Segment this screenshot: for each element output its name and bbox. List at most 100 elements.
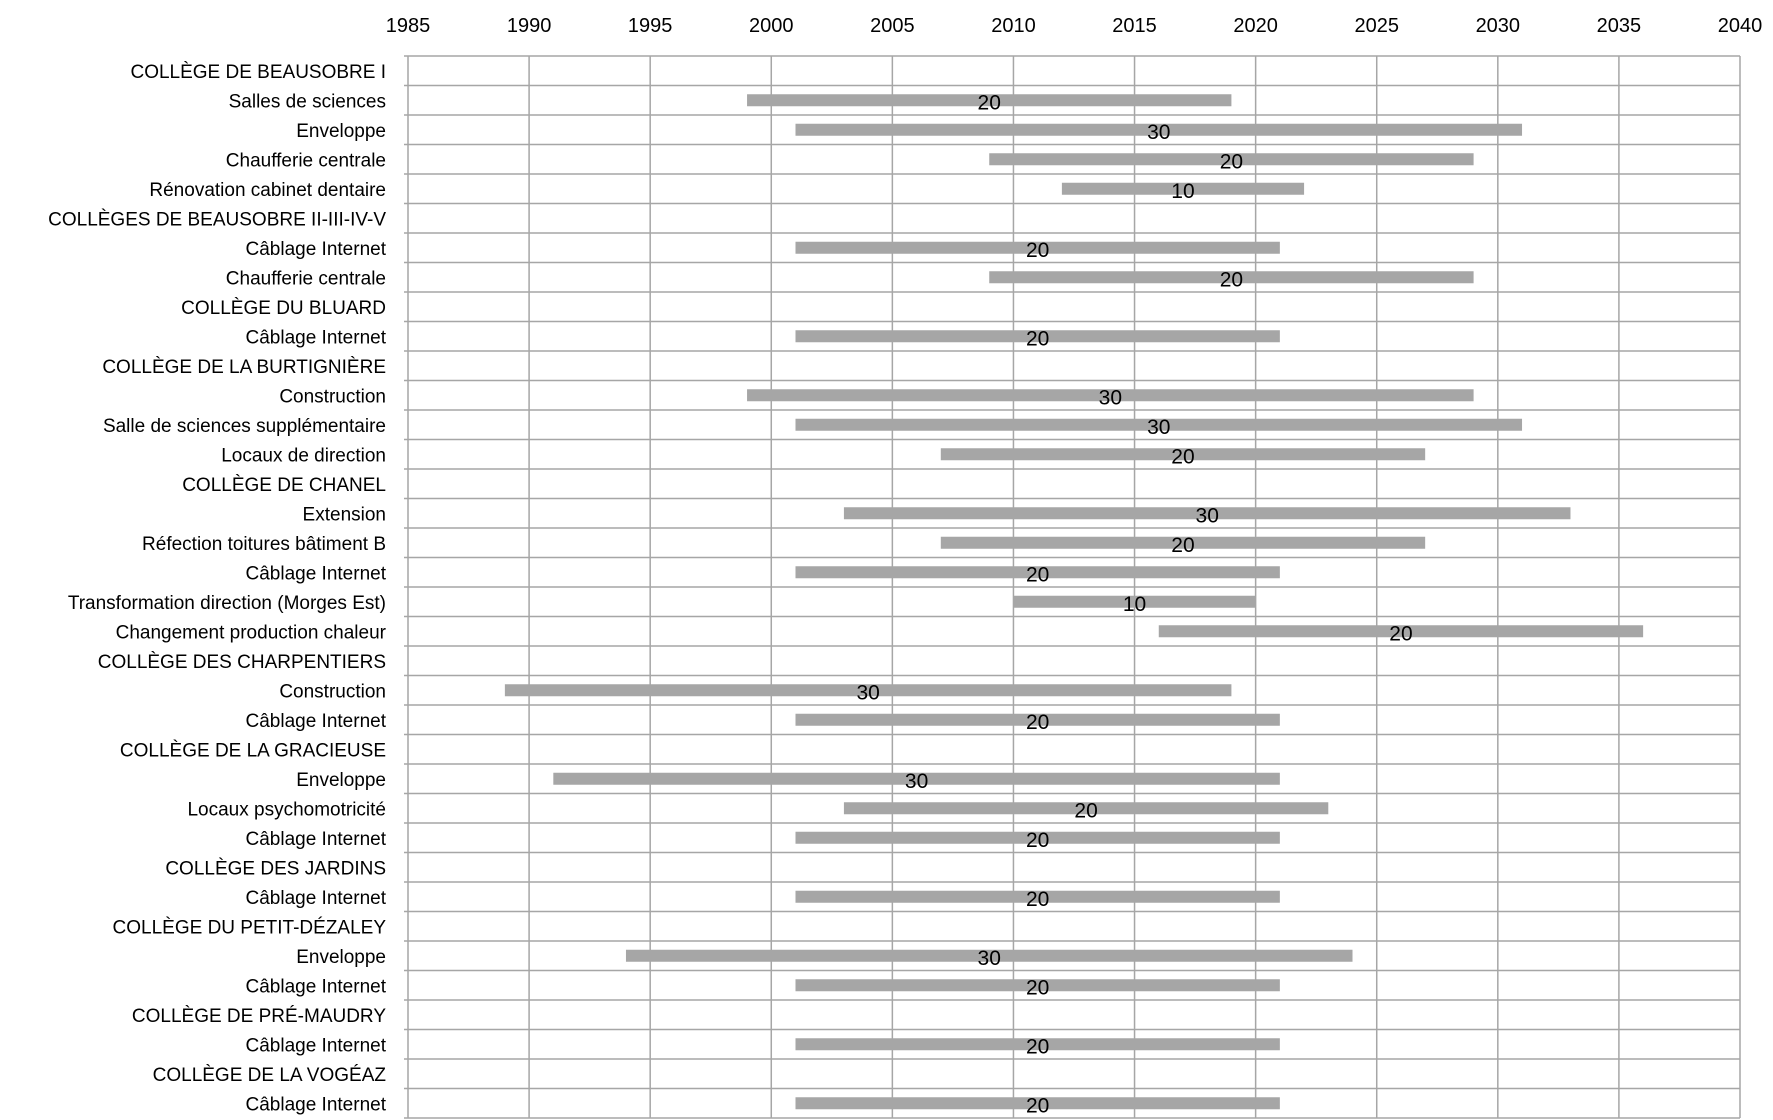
range-bar bbox=[795, 1038, 1280, 1051]
range-bar bbox=[843, 802, 1329, 815]
row-label: Câblage Internet bbox=[246, 829, 387, 850]
row-label: COLLÈGE DU BLUARD bbox=[181, 298, 386, 319]
x-tick-label: 2020 bbox=[1233, 15, 1278, 37]
bar-value-label: 20 bbox=[1026, 239, 1049, 262]
bar-value-label: 20 bbox=[1171, 445, 1194, 468]
range-bar bbox=[843, 507, 1571, 520]
range-bar bbox=[989, 153, 1474, 166]
row-label: Salles de sciences bbox=[229, 91, 386, 112]
row-label: Changement production chaleur bbox=[116, 622, 387, 643]
bar-value-label: 10 bbox=[1171, 180, 1194, 203]
range-bar bbox=[1158, 625, 1644, 638]
row-label: Câblage Internet bbox=[246, 239, 387, 260]
row-label: Câblage Internet bbox=[246, 1035, 387, 1056]
x-tick-label: 1990 bbox=[507, 15, 552, 37]
row-label: Enveloppe bbox=[296, 947, 386, 968]
bar-value-label: 20 bbox=[1026, 711, 1049, 734]
range-bar bbox=[1061, 182, 1305, 195]
bar-value-label: 20 bbox=[1026, 829, 1049, 852]
bar-value-labels: 2030201020202030302030202010203020302020… bbox=[856, 91, 1412, 1117]
bar-value-label: 20 bbox=[1026, 327, 1049, 350]
row-label: Câblage Internet bbox=[246, 711, 387, 732]
x-tick-label: 1985 bbox=[386, 15, 431, 37]
row-label: Câblage Internet bbox=[246, 976, 387, 997]
x-tick-label: 2005 bbox=[870, 15, 915, 37]
row-label: COLLÈGE DES JARDINS bbox=[165, 858, 386, 879]
range-bar bbox=[553, 772, 1280, 785]
row-label: Construction bbox=[279, 386, 386, 407]
bar-value-label: 20 bbox=[1171, 534, 1194, 557]
range-bar bbox=[795, 418, 1523, 431]
row-label: COLLÈGE DE CHANEL bbox=[182, 475, 386, 496]
row-label: Locaux psychomotricité bbox=[187, 799, 386, 820]
row-label: COLLÈGE DE BEAUSOBRE I bbox=[130, 62, 386, 83]
x-axis-ticks: 1985 1990 1995 2000 2005 2010 2015 2020 2025 2030… bbox=[386, 15, 1763, 37]
row-label: Chaufferie centrale bbox=[226, 268, 386, 289]
row-label: COLLÈGES DE BEAUSOBRE II-III-IV-V bbox=[48, 209, 386, 230]
bar-value-label: 20 bbox=[1220, 150, 1243, 173]
range-bar bbox=[940, 536, 1426, 549]
row-label: COLLÈGE DE LA VOGÉAZ bbox=[153, 1065, 387, 1086]
range-bar bbox=[504, 684, 1232, 697]
x-tick-label: 2040 bbox=[1718, 15, 1763, 37]
range-bar bbox=[795, 566, 1280, 579]
row-label: Câblage Internet bbox=[246, 327, 387, 348]
bar-value-label: 20 bbox=[978, 91, 1001, 114]
bar-value-label: 30 bbox=[978, 947, 1001, 970]
x-tick-label: 2030 bbox=[1476, 15, 1521, 37]
bars bbox=[504, 94, 1644, 1110]
row-label: COLLÈGE DE LA GRACIEUSE bbox=[120, 740, 386, 761]
bar-value-label: 30 bbox=[1196, 504, 1219, 527]
bar-value-label: 20 bbox=[1026, 888, 1049, 911]
range-bar bbox=[795, 979, 1280, 992]
bar-value-label: 30 bbox=[905, 770, 928, 793]
row-label: Enveloppe bbox=[296, 121, 386, 142]
row-label: COLLÈGE DE LA BURTIGNIÈRE bbox=[102, 357, 386, 378]
range-bar bbox=[795, 831, 1280, 844]
x-tick-label: 2000 bbox=[749, 15, 794, 37]
bar-value-label: 20 bbox=[1220, 268, 1243, 291]
row-label: Câblage Internet bbox=[246, 1094, 387, 1115]
range-bar bbox=[795, 713, 1280, 726]
range-bar bbox=[1013, 595, 1256, 608]
bar-value-label: 10 bbox=[1123, 593, 1146, 616]
row-label: Salle de sciences supplémentaire bbox=[103, 416, 386, 437]
bar-value-label: 20 bbox=[1074, 799, 1097, 822]
bar-value-label: 20 bbox=[1026, 976, 1049, 999]
bar-value-label: 30 bbox=[1099, 386, 1122, 409]
row-label: Câblage Internet bbox=[246, 563, 387, 584]
row-label: COLLÈGE DES CHARPENTIERS bbox=[98, 652, 386, 673]
range-bar bbox=[795, 1097, 1280, 1110]
x-tick-label: 2025 bbox=[1354, 15, 1399, 37]
range-bar bbox=[625, 949, 1353, 962]
bar-value-label: 30 bbox=[1147, 121, 1170, 144]
row-label: Locaux de direction bbox=[221, 445, 386, 466]
bar-value-label: 20 bbox=[1026, 1035, 1049, 1058]
range-bar bbox=[795, 123, 1523, 136]
row-label: Chaufferie centrale bbox=[226, 150, 386, 171]
range-bar bbox=[747, 389, 1474, 402]
x-tick-label: 2035 bbox=[1597, 15, 1642, 37]
range-bar bbox=[940, 448, 1426, 461]
grid bbox=[404, 55, 1741, 1119]
range-bar bbox=[989, 271, 1474, 284]
row-label: Câblage Internet bbox=[246, 888, 387, 909]
row-label: COLLÈGE DU PETIT-DÉZALEY bbox=[113, 917, 387, 938]
row-label: Construction bbox=[279, 681, 386, 702]
x-tick-label: 2015 bbox=[1112, 15, 1157, 37]
x-tick-label: 2010 bbox=[991, 15, 1036, 37]
row-label: Extension bbox=[303, 504, 386, 525]
range-bar bbox=[795, 890, 1280, 903]
x-tick-label: 1995 bbox=[628, 15, 673, 37]
row-label: Enveloppe bbox=[296, 770, 386, 791]
bar-value-label: 20 bbox=[1026, 1094, 1049, 1117]
row-labels: COLLÈGE DE BEAUSOBRE I Salles de sciences… bbox=[48, 62, 387, 1116]
bar-value-label: 30 bbox=[856, 681, 879, 704]
row-label: Rénovation cabinet dentaire bbox=[149, 180, 386, 201]
row-label: Réfection toitures bâtiment B bbox=[142, 534, 386, 555]
row-label: COLLÈGE DE PRÉ-MAUDRY bbox=[132, 1006, 386, 1027]
row-label: Transformation direction (Morges Est) bbox=[68, 593, 386, 614]
range-bar bbox=[747, 94, 1232, 107]
range-bar bbox=[795, 241, 1280, 254]
